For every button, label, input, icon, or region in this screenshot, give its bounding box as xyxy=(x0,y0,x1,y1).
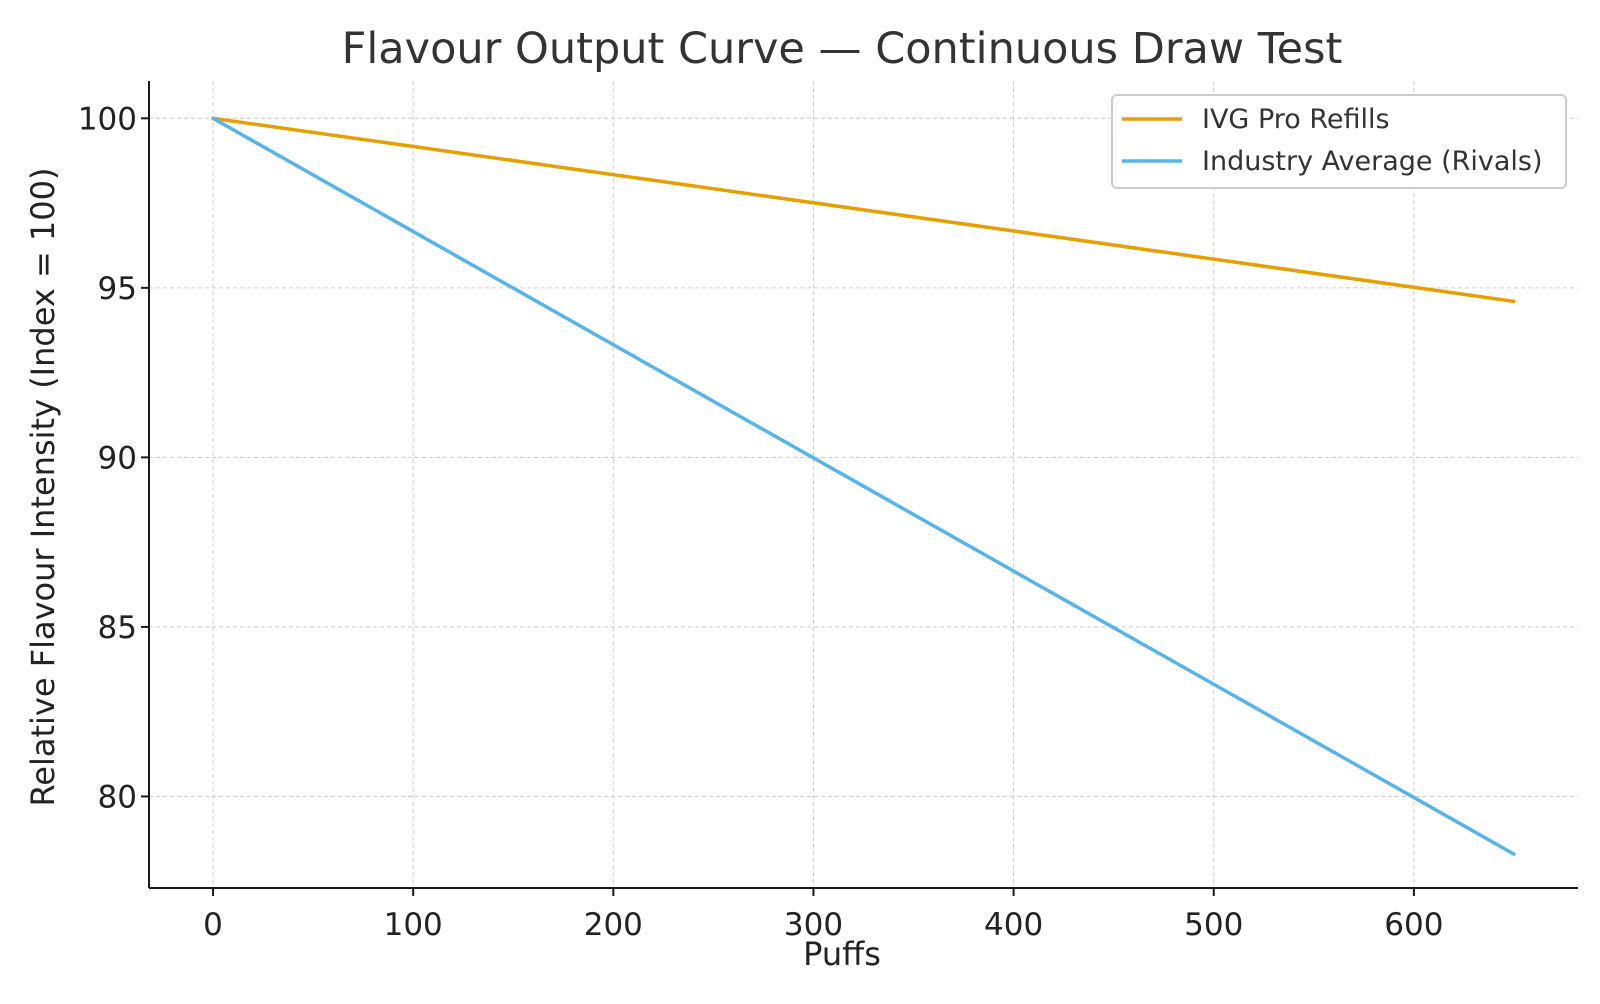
y-tick-label: 80 xyxy=(98,779,137,815)
axes xyxy=(148,81,1578,889)
x-tick-label: 100 xyxy=(384,907,443,943)
legend-label: IVG Pro Refills xyxy=(1202,104,1390,135)
y-tick-label: 85 xyxy=(98,610,137,646)
series-line-1 xyxy=(211,116,1516,304)
x-tick-label: 500 xyxy=(1184,907,1243,943)
legend: IVG Pro Refills Industry Average (Rivals) xyxy=(1111,94,1567,189)
x-tick-label: 300 xyxy=(784,907,843,943)
y-tick-label: 95 xyxy=(98,271,137,307)
y-tick-label: 100 xyxy=(78,101,137,137)
x-tick-label: 0 xyxy=(203,907,223,943)
chart-title: Flavour Output Curve — Continuous Draw T… xyxy=(342,24,1343,74)
x-tick-label: 200 xyxy=(584,907,643,943)
x-tick-label: 400 xyxy=(984,907,1043,943)
legend-box xyxy=(1111,94,1567,189)
ticks: 0 100 200 300 400 500 600 80 85 90 95 100 xyxy=(78,101,1444,943)
legend-label: Industry Average (Rivals) xyxy=(1202,146,1543,177)
y-tick-label: 90 xyxy=(98,440,137,476)
y-axis-label: Relative Flavour Intensity (Index = 100) xyxy=(24,168,62,807)
x-axis-label: Puffs xyxy=(803,935,881,973)
series-lines xyxy=(211,116,1516,856)
x-tick-label: 600 xyxy=(1384,907,1443,943)
grid xyxy=(149,81,1578,888)
series-line-2 xyxy=(211,116,1516,856)
